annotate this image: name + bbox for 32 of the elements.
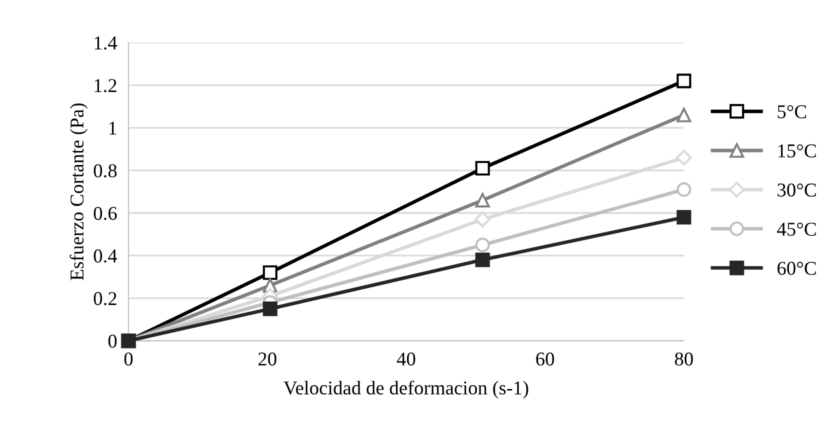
point <box>475 192 490 208</box>
point <box>475 252 490 268</box>
point <box>676 108 692 122</box>
point <box>676 210 692 225</box>
x-axis-title: Velocidad de deformacion (s-1) <box>284 380 528 398</box>
x-tick-label: 40 <box>396 352 416 366</box>
y-tick-label: 0.8 <box>94 164 117 178</box>
legend-label: 5°C <box>778 105 806 118</box>
point <box>676 150 692 166</box>
point <box>474 211 490 228</box>
point <box>262 265 278 280</box>
legend-label: 30°C <box>778 184 816 197</box>
x-tick-label: 80 <box>674 352 693 366</box>
y-axis-title: Esfuerzo Cortante (Pa) <box>70 103 88 280</box>
point <box>475 160 490 176</box>
point <box>676 182 692 197</box>
legend-label: 45°C <box>777 222 816 236</box>
y-tick-label: 0 <box>108 334 117 348</box>
legend-label: 15°C <box>778 144 816 158</box>
x-tick-label: 0 <box>124 352 133 366</box>
y-tick-label: 1.4 <box>94 36 118 50</box>
point <box>262 302 278 316</box>
y-tick-label: 0.6 <box>94 206 117 220</box>
y-tick-label: 0.2 <box>94 292 116 306</box>
point <box>475 238 490 252</box>
x-tick-label: 20 <box>258 352 276 366</box>
y-tick-label: 0.4 <box>94 249 118 263</box>
y-tick-label: 1 <box>109 122 116 135</box>
point <box>676 74 692 88</box>
x-tick-label: 60 <box>536 352 554 366</box>
legend-label: 60°C <box>778 262 816 275</box>
y-tick-label: 1.2 <box>94 79 116 92</box>
